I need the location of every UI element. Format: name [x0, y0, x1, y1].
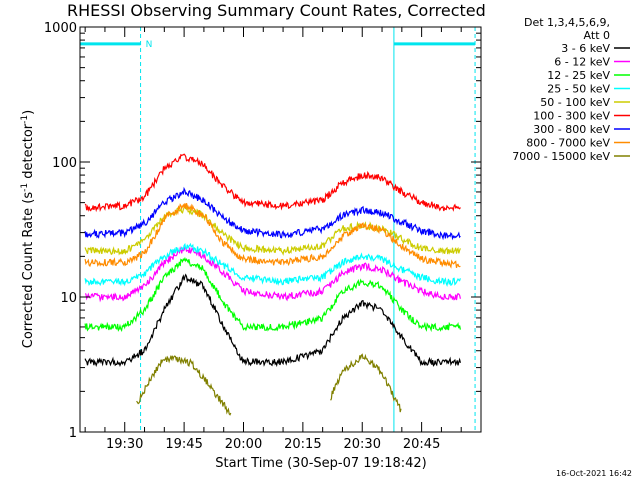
series-line	[136, 353, 402, 416]
legend-header: Att 0	[584, 29, 610, 42]
axes: 1 10 100 1000 19:30 19:45 20:00 20:15 20:30 20:45	[44, 21, 482, 452]
x-tick-label: 20:30	[344, 437, 381, 452]
legend-entry-label: 300 - 800 keV	[533, 123, 610, 136]
series-line	[84, 246, 461, 303]
series-line	[84, 153, 461, 213]
x-tick-label: 20:00	[225, 437, 262, 452]
chart-title: RHESSI Observing Summary Count Rates, Co…	[67, 1, 486, 20]
legend-entry-label: 12 - 25 keV	[547, 69, 610, 82]
legend-entry-label: 25 - 50 keV	[547, 83, 610, 96]
series-line	[84, 203, 461, 269]
legend-header: Det 1,3,4,5,6,9,	[524, 16, 610, 29]
legend-entry-label: 7000 - 15000 keV	[512, 150, 610, 163]
series-line	[84, 204, 461, 256]
x-axis-label: Start Time (30-Sep-07 19:18:42)	[215, 456, 426, 471]
series-line	[84, 256, 461, 333]
x-tick-label: 19:45	[165, 437, 202, 452]
y-tick-label: 100	[52, 156, 77, 171]
legend-entry-label: 6 - 12 keV	[554, 56, 610, 69]
y-tick-label: 10	[60, 291, 77, 306]
legend-entry-label: 50 - 100 keV	[540, 96, 610, 109]
x-tick-label: 20:45	[403, 437, 440, 452]
orbit-markers: N	[79, 27, 476, 432]
legend-entry-label: 100 - 300 keV	[533, 110, 610, 123]
series-line	[84, 242, 461, 287]
legend-entry-label: 800 - 7000 keV	[526, 137, 610, 150]
legend-entry-label: 3 - 6 keV	[561, 42, 610, 55]
plot-frame	[79, 26, 482, 433]
x-tick-label: 20:15	[284, 437, 321, 452]
series-line	[84, 186, 461, 241]
x-tick-label: 19:30	[106, 437, 143, 452]
flag-label: N	[146, 40, 153, 50]
series-layer	[84, 153, 461, 416]
y-axis-label: Corrected Count Rate (s-1 detector-1)	[20, 110, 36, 348]
y-tick-label: 1	[69, 426, 77, 441]
series-line	[84, 273, 461, 368]
footer-date: 16-Oct-2021 16:42	[556, 469, 632, 478]
y-tick-label: 1000	[44, 21, 77, 36]
